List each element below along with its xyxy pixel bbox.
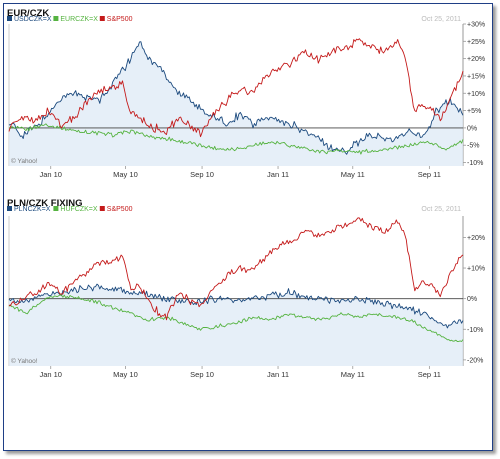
chart-canvas: EUR/CZK Oct 25, 2011 USDCZK=X EURCZK=X S&P50…	[7, 8, 485, 379]
series-line-plnczkx	[8, 283, 464, 329]
x-tick-label-4: May 11	[341, 170, 365, 179]
x-tick-label-3: Jan 11	[267, 170, 289, 179]
legend-label-2: S&P500	[107, 206, 133, 213]
y-tick-label-8: -10%	[467, 160, 483, 167]
legend-label-0: PLNCZK=X	[14, 206, 51, 213]
legend-swatch-0	[7, 16, 12, 21]
x-tick-label-2: Sep 10	[190, 170, 214, 179]
x-tick-label-4: May 11	[341, 370, 365, 379]
y-tick-label-7: -5%	[467, 143, 479, 150]
x-tick-label-0: Jan 10	[39, 370, 62, 379]
y-tick-label-0: +30%	[467, 22, 485, 29]
legend-label-0: USDCZK=X	[14, 16, 52, 23]
yahoo-watermark: © Yahoo!	[11, 357, 38, 365]
series-line-sp500	[8, 38, 464, 138]
series-line-usdczkx	[8, 41, 464, 155]
y-tick-label-3: -10%	[467, 327, 483, 334]
series-line-eurczkx	[8, 123, 464, 155]
x-tick-label-0: Jan 10	[39, 170, 62, 179]
chart-date: Oct 25, 2011	[421, 16, 461, 23]
legend-label-1: HUFCZK=X	[60, 206, 97, 213]
chart-frame: EUR/CZK Oct 25, 2011 USDCZK=X EURCZK=X S&P50…	[3, 3, 493, 451]
legend-swatch-0	[7, 206, 12, 211]
y-tick-label-4: +10%	[467, 91, 485, 98]
chart-date: Oct 25, 2011	[421, 206, 461, 213]
legend-swatch-1	[53, 16, 59, 21]
y-tick-label-4: -20%	[467, 357, 483, 364]
x-tick-label-5: Sep 11	[418, 170, 441, 179]
y-tick-label-1: +10%	[467, 266, 485, 273]
legend-swatch-1	[53, 206, 59, 211]
series-line-sp500	[8, 217, 464, 321]
chart-title: EUR/CZK	[7, 8, 49, 19]
series-line-hufczkx	[8, 294, 464, 342]
y-tick-label-6: 0%	[467, 125, 477, 132]
legend-label-1: EURCZK=X	[60, 16, 98, 23]
y-tick-label-2: +20%	[467, 56, 485, 63]
y-tick-label-5: +5%	[467, 108, 481, 115]
x-tick-label-5: Sep 11	[418, 370, 441, 379]
y-tick-label-1: +25%	[467, 39, 485, 46]
x-tick-label-3: Jan 11	[267, 370, 289, 379]
x-tick-label-1: May 10	[113, 370, 138, 379]
legend-swatch-2	[99, 16, 105, 21]
area-fill-1	[9, 284, 463, 366]
y-tick-label-2: 0%	[467, 296, 477, 303]
legend-label-2: S&P500	[107, 16, 133, 23]
y-tick-label-0: +20%	[467, 235, 485, 242]
legend-swatch-2	[99, 206, 105, 211]
x-tick-label-2: Sep 10	[190, 370, 214, 379]
chart-title: PLN/CZK FIXING	[7, 198, 82, 209]
yahoo-watermark: © Yahoo!	[11, 157, 38, 165]
y-tick-label-3: +15%	[467, 73, 485, 80]
x-tick-label-1: May 10	[113, 170, 138, 179]
area-fill-0	[9, 41, 463, 167]
